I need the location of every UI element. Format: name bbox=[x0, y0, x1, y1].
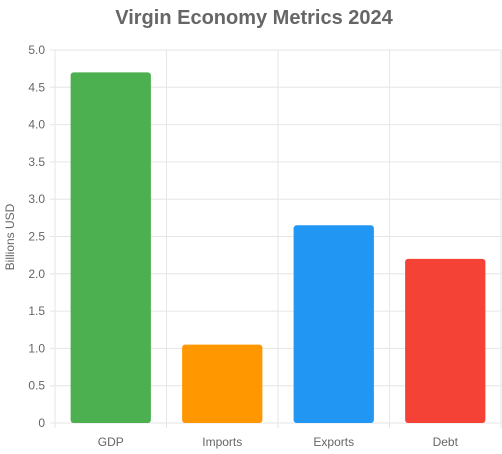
bars bbox=[70, 72, 486, 423]
bar-imports[interactable] bbox=[182, 344, 263, 423]
chart-title: Virgin Economy Metrics 2024 bbox=[115, 7, 393, 29]
bar-gdp[interactable] bbox=[70, 72, 151, 423]
y-tick-label: 5.0 bbox=[28, 43, 45, 57]
x-tick-label: Imports bbox=[202, 435, 242, 449]
axes: 0 0.5 1.0 1.5 2.0 2.5 3.0 3.5 4.0 4.5 5.0 GDP Import… bbox=[28, 43, 458, 449]
y-tick-label: 3.0 bbox=[28, 192, 45, 206]
y-tick-label: 1.0 bbox=[28, 341, 45, 355]
y-tick-label: 0.5 bbox=[28, 379, 45, 393]
x-tick-label: Debt bbox=[433, 435, 459, 449]
y-tick-label: 0 bbox=[38, 416, 45, 430]
y-tick-label: 3.5 bbox=[28, 155, 45, 169]
y-tick-label: 4.0 bbox=[28, 118, 45, 132]
y-tick-label: 1.5 bbox=[28, 304, 45, 318]
bar-debt[interactable] bbox=[405, 258, 486, 423]
y-axis-title: Billions USD bbox=[3, 203, 17, 270]
x-tick-label: Exports bbox=[313, 435, 354, 449]
y-tick-label: 4.5 bbox=[28, 80, 45, 94]
bar-exports[interactable] bbox=[293, 225, 374, 423]
x-tick-label: GDP bbox=[98, 435, 124, 449]
y-tick-label: 2.5 bbox=[28, 230, 45, 244]
y-tick-label: 2.0 bbox=[28, 267, 45, 281]
